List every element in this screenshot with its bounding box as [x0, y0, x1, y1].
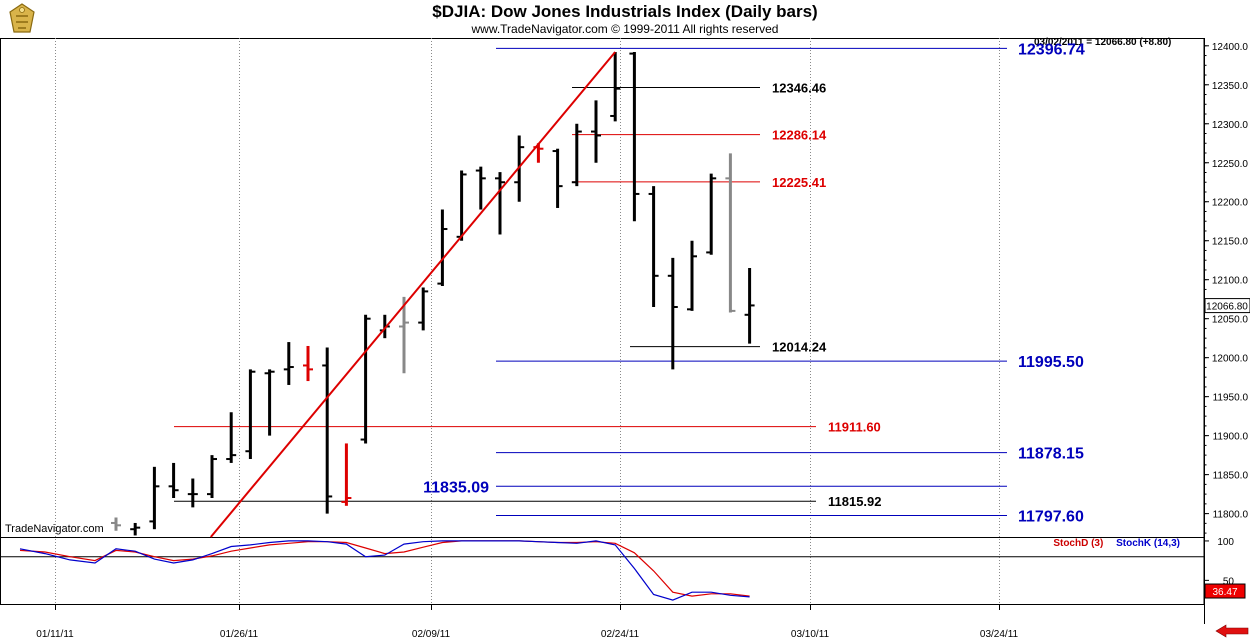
x-tick-label: 01/26/11	[220, 629, 259, 640]
stoch-d-line	[19, 540, 750, 597]
level-label: 11911.60	[828, 420, 881, 435]
trade-navigator-logo-icon	[9, 3, 35, 33]
ohlc-bar	[571, 123, 582, 187]
y-tick-label: 12250.0	[1212, 159, 1249, 170]
ohlc-bar	[533, 143, 544, 163]
level-label: 11878.15	[1018, 446, 1084, 463]
ohlc-bar	[591, 100, 601, 163]
y-tick-label: 12150.0	[1212, 237, 1249, 248]
x-tick-label: 03/24/11	[980, 629, 1019, 640]
level-label: 11815.92	[828, 494, 882, 509]
level-label: 12286.14	[772, 128, 827, 143]
ohlc-bar	[629, 52, 640, 222]
y-tick-label: 12000.0	[1212, 354, 1249, 365]
stochastic-panel	[0, 540, 1204, 601]
price-bars	[111, 52, 755, 536]
trendline-layer	[210, 51, 616, 538]
x-tick-label: 02/24/11	[601, 629, 640, 640]
ohlc-bar	[610, 52, 621, 122]
level-label: 12225.41	[772, 175, 826, 190]
ohlc-bar	[187, 478, 198, 508]
y-tick-label: 12350.0	[1212, 81, 1249, 92]
ohlc-bar	[418, 287, 429, 331]
stoch-d-legend: StochD (3)	[1053, 538, 1104, 549]
level-label: 11797.60	[1018, 508, 1084, 525]
grid-layer	[0, 38, 1205, 624]
scroll-left-arrow-icon[interactable]	[1214, 624, 1250, 638]
level-label: 12346.46	[772, 81, 826, 96]
ohlc-bar	[226, 412, 237, 463]
stoch-tick-label: 50	[1223, 576, 1235, 587]
ohlc-bar	[149, 466, 160, 530]
chart-title: $DJIA: Dow Jones Industrials Index (Dail…	[432, 2, 818, 21]
ohlc-bar	[264, 369, 275, 436]
y-tick-label: 12050.0	[1212, 315, 1249, 326]
ohlc-bar	[495, 172, 505, 235]
last-value-label: 12066.80	[1206, 302, 1248, 313]
ohlc-bar	[341, 443, 352, 506]
ohlc-bar	[303, 345, 313, 382]
ohlc-bar	[283, 342, 294, 385]
y-tick-label: 12200.0	[1212, 198, 1249, 209]
ohlc-bar	[706, 173, 717, 255]
y-tick-label: 12100.0	[1212, 276, 1249, 287]
ohlc-bar	[437, 209, 448, 286]
stoch-k-legend: StochK (14,3)	[1116, 538, 1180, 549]
stoch-last-value-label: 36.47	[1212, 587, 1237, 598]
x-tick-label: 02/09/11	[412, 629, 451, 640]
last-value-box	[1204, 298, 1250, 314]
axes-layer: 01/11/11 01/26/11 02/09/11 02/24/11 03/10/11…	[36, 42, 1250, 640]
ohlc-bar	[475, 166, 486, 210]
ohlc-bar	[245, 369, 256, 460]
y-tick-label: 11850.0	[1213, 471, 1249, 482]
ohlc-bar	[725, 153, 736, 313]
stoch-k-line	[19, 540, 750, 601]
ohlc-bar	[667, 257, 678, 370]
last-quote: 03/02/2011 = 12066.80 (+8.80)	[1034, 37, 1172, 48]
level-label: 11995.50	[1018, 354, 1084, 371]
y-tick-label: 12300.0	[1212, 120, 1249, 131]
ohlc-bar	[399, 296, 409, 374]
stoch-last-value-box	[1204, 583, 1246, 599]
stoch-tick-label: 100	[1217, 537, 1234, 548]
ohlc-bar	[322, 347, 333, 514]
chart-subtitle: www.TradeNavigator.com © 1999-2011 All r…	[471, 22, 779, 36]
y-tick-label: 11900.0	[1213, 432, 1249, 443]
ohlc-bar	[360, 314, 371, 444]
y-tick-label: 11950.0	[1213, 393, 1249, 404]
ohlc-bar	[552, 148, 563, 208]
x-tick-label: 03/10/11	[791, 629, 830, 640]
trendline	[210, 51, 616, 538]
ohlc-bar	[168, 462, 179, 499]
ohlc-bar	[648, 186, 659, 307]
level-label: 12396.74	[1018, 41, 1085, 58]
ohlc-bar	[130, 522, 141, 536]
ohlc-bar	[111, 517, 121, 531]
x-tick-label: 01/11/11	[36, 629, 74, 640]
ohlc-bar	[207, 455, 217, 499]
ohlc-bar	[456, 170, 467, 241]
stochastic-legend: StochD (3) StochK (14,3)	[1053, 538, 1180, 549]
ohlc-bar	[687, 240, 697, 311]
ohlc-bar	[379, 314, 390, 339]
level-lines: 12396.74 12346.46 12286.14 12225.41 12014.24…	[174, 41, 1085, 525]
level-label: 12014.24	[772, 340, 827, 355]
y-tick-label: 12400.0	[1212, 42, 1249, 53]
y-tick-label: 11800.0	[1213, 510, 1249, 521]
ohlc-bar	[744, 268, 755, 344]
watermark-text: TradeNavigator.com	[5, 523, 104, 535]
level-label: 11835.09	[423, 479, 489, 496]
